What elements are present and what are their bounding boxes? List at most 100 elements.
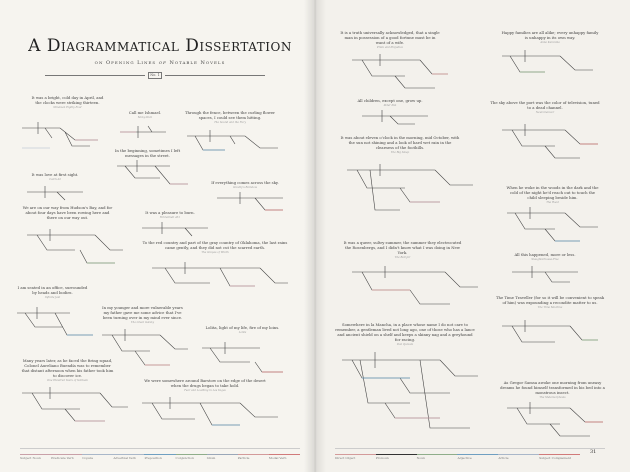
legend-item: Adjective <box>457 454 499 460</box>
novel-title: Don Quixote <box>396 343 414 346</box>
novel-title: Nineteen Eighty-Four <box>53 106 82 109</box>
legend-item: Article <box>498 454 540 460</box>
sentence-diagram <box>22 387 128 422</box>
opening-line: It was a pleasure to burn. <box>145 210 195 215</box>
opening-line: Happy families are all alike; every unha… <box>501 30 599 40</box>
legend-divider-right <box>335 448 605 449</box>
entry-lolita: Lolita, light of my life, fire of my loi… <box>205 325 280 334</box>
entry-1984: It was a bright, cold day in April, and … <box>30 95 105 109</box>
sentence-diagram <box>352 54 448 89</box>
novel-title: Infinite Jest <box>44 296 61 299</box>
book-gutter <box>304 0 326 472</box>
sentence-diagram <box>502 50 593 73</box>
entry-slaughterhouse-five: All this happened, more or less. Slaught… <box>510 252 580 261</box>
novel-title: Peter Pan <box>383 104 397 107</box>
entry-sound-and-fury: Through the fence, between the curling f… <box>185 110 275 124</box>
novel-title: Lolita <box>238 331 247 334</box>
sentence-diagram <box>22 122 98 149</box>
page-title: A Diagrammatical Dissertation <box>28 36 292 56</box>
entry-gravitys-rainbow: If everything comes across the sky. Grav… <box>205 180 285 189</box>
subtitle-pre: on Opening Lines <box>94 60 157 66</box>
novel-title: The Big Sleep <box>390 151 410 154</box>
right-page <box>315 0 630 472</box>
novel-title: The Sound and the Fury <box>214 121 246 124</box>
sentence-diagram <box>352 266 478 305</box>
legend-item: Idiom <box>206 454 238 460</box>
sentence-diagram <box>502 124 598 159</box>
opening-line: To the red country and part of the gray … <box>142 240 288 250</box>
entry-solitude: Many years later, as he faced the firing… <box>20 358 115 382</box>
entry-grapes-of-wrath: To the red country and part of the gray … <box>140 240 290 254</box>
legend-item: Predicate Verb <box>51 454 83 460</box>
opening-line: If everything comes across the sky. <box>211 180 279 185</box>
opening-line: All this happened, more or less. <box>514 252 576 257</box>
entry-the-road: When he woke in the woods in the dark an… <box>505 185 600 204</box>
novel-title: Fahrenheit 451 <box>159 216 181 219</box>
opening-line: Somewhere in la Mancha, in a place whose… <box>335 322 475 342</box>
opening-line: It is a truth universally acknowledged, … <box>340 30 440 45</box>
novel-title: The Metamorphosis <box>539 396 566 399</box>
entry-peter-pan: All children, except one, grow up. Peter… <box>355 98 425 107</box>
novel-title: The Bell Jar <box>394 256 411 259</box>
sentence-diagram <box>187 130 278 151</box>
sentence-diagram <box>17 307 93 336</box>
entry-anna-karenina: Happy families are all alike; every unha… <box>500 30 600 44</box>
opening-line: All children, except one, grow up. <box>357 98 423 103</box>
legend-item: Subject Noun <box>20 454 52 460</box>
sentence-diagram <box>507 207 598 242</box>
sentence-diagram <box>512 266 578 283</box>
entry-time-machine: The Time Traveller (for so it will be co… <box>495 295 605 309</box>
entry-great-gatsby: In my younger and more vulnerable years … <box>100 305 185 324</box>
opening-line: We were somewhere around Barstow on the … <box>144 378 266 388</box>
opening-line: In the beginning, sometimes I left messa… <box>114 148 181 158</box>
legend-left: Subject Noun Predicate Verb Copula Adverbia… <box>20 454 300 460</box>
opening-line: It was about eleven o'clock in the morni… <box>340 135 460 150</box>
sentence-diagram <box>27 229 123 264</box>
opening-line: When he woke in the woods in the dark an… <box>506 185 599 200</box>
entry-left-3: In the beginning, sometimes I left messa… <box>105 148 190 159</box>
novel-title: The Time Machine <box>537 306 563 309</box>
opening-line: Call me Ishmael. <box>128 110 162 115</box>
entry-bell-jar: It was a queer, sultry summer, the summe… <box>340 240 465 259</box>
novel-title: Pride and Prejudice <box>376 46 403 49</box>
page-subtitle: on Opening Lines of Notable Novels <box>20 60 300 66</box>
sentence-diagram <box>502 320 598 343</box>
opening-line: It was a bright, cold day in April, and … <box>31 95 104 105</box>
sentence-diagram <box>347 164 473 211</box>
entry-infinite-jest: I am seated in an office, surrounded by … <box>15 285 90 299</box>
title-rule-left <box>45 75 145 76</box>
novel-title: Gravity's Rainbow <box>232 186 258 189</box>
legend-item: Adverbial Verb <box>113 454 145 460</box>
opening-line: Many years later, as he faced the firing… <box>21 358 114 378</box>
novel-title: One Hundred Years of Solitude <box>47 379 88 382</box>
legend-item: Direct Object <box>335 454 376 460</box>
entry-pride-and-prejudice: It is a truth universally acknowledged, … <box>340 30 440 49</box>
legend-item: Preposition <box>144 454 176 460</box>
legend-item: Modal Verb <box>268 454 300 460</box>
sentence-diagram <box>120 125 166 138</box>
sentence-diagram <box>117 160 188 185</box>
novel-title: Catch-22 <box>49 178 61 181</box>
title-rule-right <box>165 75 265 76</box>
legend-item: Pronoun <box>375 454 417 460</box>
legend-item: Copula <box>82 454 114 460</box>
subtitle-of: of <box>158 60 167 66</box>
sentence-diagram <box>362 110 428 125</box>
legend-divider-left <box>20 448 300 449</box>
entry-fear-and-loathing: We were somewhere around Barstow on the … <box>140 378 270 392</box>
opening-line: The Time Traveller (for so it will be co… <box>495 295 605 305</box>
novel-title: Slaughterhouse-Five <box>531 258 559 261</box>
sentence-diagram <box>142 222 208 237</box>
novel-title: Fear and Loathing in Las Vegas <box>184 389 226 392</box>
entry-left-6: We are on our way from Hudson's Bay, and… <box>20 205 115 221</box>
entry-catch-22: It was love at first sight. Catch-22 <box>30 172 80 181</box>
sentence-diagram <box>152 262 288 287</box>
entry-don-quixote: Somewhere in la Mancha, in a place whose… <box>335 322 475 346</box>
opening-line: In my younger and more vulnerable years … <box>102 305 183 320</box>
entry-big-sleep: It was about eleven o'clock in the morni… <box>340 135 460 154</box>
sentence-diagram <box>342 352 478 429</box>
opening-line: Lolita, light of my life, fire of my loi… <box>205 325 280 330</box>
legend-item: Noun <box>416 454 458 460</box>
legend-item: Subject Complement <box>539 454 580 460</box>
novel-title: Neuromancer <box>535 111 555 114</box>
